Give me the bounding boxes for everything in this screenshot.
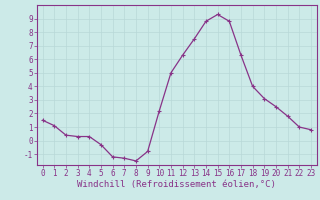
X-axis label: Windchill (Refroidissement éolien,°C): Windchill (Refroidissement éolien,°C) — [77, 180, 276, 189]
